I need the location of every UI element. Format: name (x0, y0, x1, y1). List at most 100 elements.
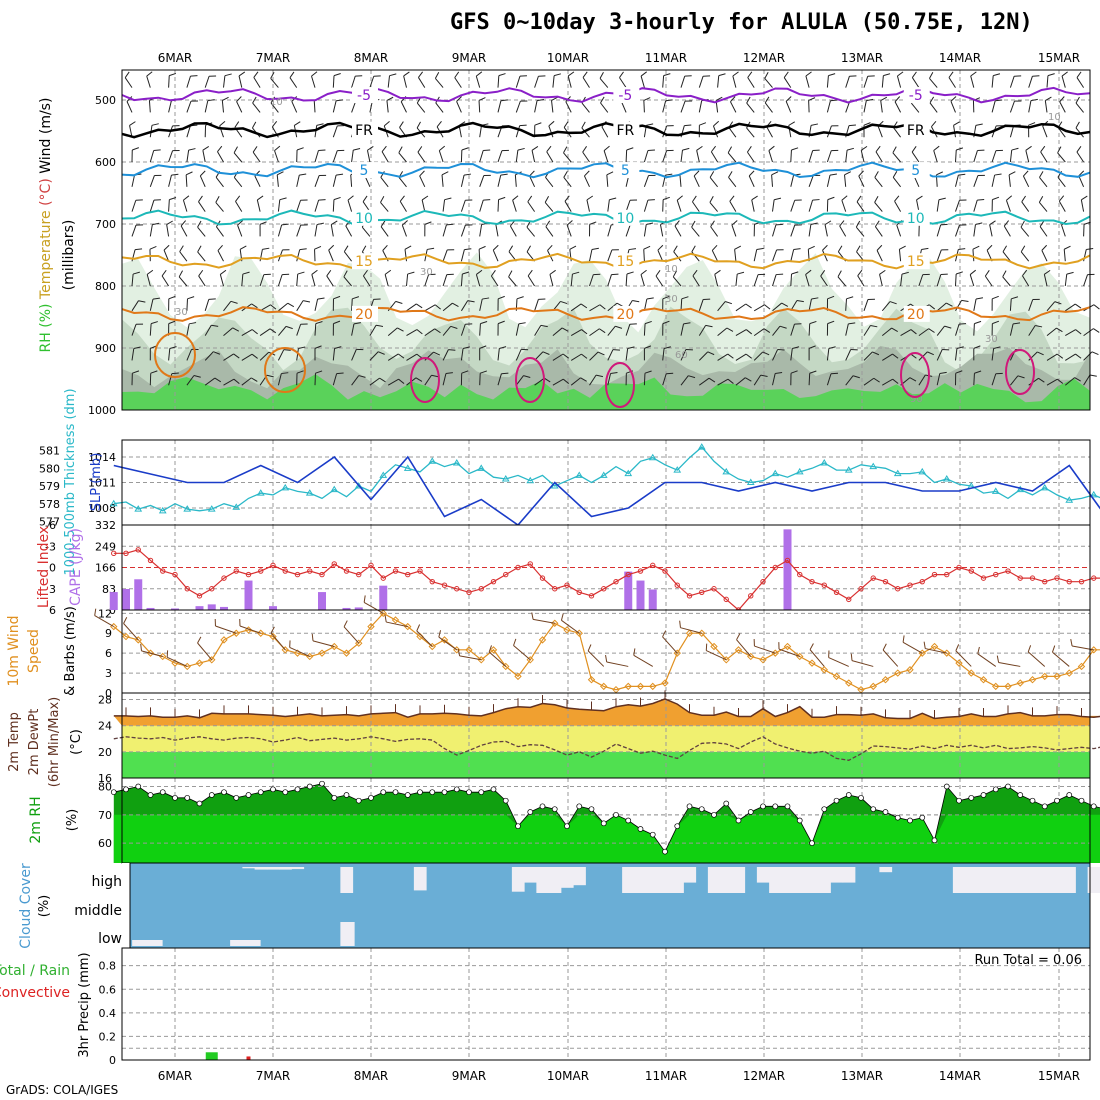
wind-barb (351, 150, 354, 163)
wind-barb (683, 322, 691, 325)
wind-barb (279, 197, 287, 201)
wind-barb (161, 275, 170, 287)
wind-barb (643, 175, 649, 187)
wind-barb (416, 102, 426, 113)
wind-barb (332, 150, 338, 163)
rh2m-point (772, 803, 779, 810)
wind-barb (826, 125, 832, 138)
wind-barb (845, 349, 852, 361)
wind-barb (1046, 353, 1058, 361)
rh2m-point (858, 794, 864, 801)
wind-speed-point (906, 666, 914, 674)
chart-title: GFS 0~10day 3-hourly for ALULA (50.75E, … (450, 10, 1033, 35)
wind-barb (896, 224, 902, 237)
wind-barb (662, 320, 670, 325)
rh2m-point (404, 792, 411, 798)
wind-barb (625, 348, 629, 361)
wind-barb (149, 323, 152, 336)
isotherm-label: -5 (618, 88, 632, 104)
wind-barb (296, 300, 304, 312)
thickness-point (109, 499, 118, 507)
wind-barb (863, 100, 867, 113)
wind-barb (709, 171, 715, 178)
wind-barb (563, 171, 568, 178)
wind-barb (911, 77, 920, 88)
wind-barb (909, 377, 917, 382)
rh-contour-label: 30 (985, 334, 998, 345)
wind-barb (482, 297, 490, 300)
wind-barb (94, 615, 114, 628)
wind-barb (561, 619, 580, 634)
axis-title-part: 2m DewPt (27, 709, 42, 776)
wind-barb (217, 151, 224, 163)
wind-barb (827, 320, 835, 325)
x-tick-label-bottom: 15MAR (1038, 1069, 1080, 1083)
wind-barb (464, 248, 472, 251)
wind-barb (207, 99, 215, 102)
wind-barb (570, 377, 581, 386)
rh2m-point (355, 797, 362, 804)
wind-barb (230, 300, 238, 304)
wind-barb (1009, 298, 1012, 311)
wind-barb (1046, 301, 1056, 312)
precip-ylabel-units: 3hr Precip (mm) (77, 952, 92, 1057)
wind-barb (1057, 152, 1066, 163)
lifted-index-point (319, 571, 325, 578)
wind-barb (232, 327, 240, 332)
wind-speed-point (440, 636, 449, 644)
cape-bar (379, 585, 388, 610)
wind-barb (751, 195, 758, 201)
lifted-index-point (160, 568, 166, 574)
wind-barb (271, 121, 278, 128)
wind-barb (584, 170, 590, 177)
rh2m-point (1005, 783, 1011, 790)
cloud-low-clear (230, 940, 249, 946)
rh2m-point (1017, 792, 1024, 798)
cape-bar (648, 589, 657, 610)
wind-barb (398, 353, 405, 359)
wind-barb (619, 71, 624, 78)
wind-barb (452, 302, 459, 308)
wind-barb (845, 76, 850, 88)
panel-border (121, 69, 1091, 411)
wind-barb (299, 248, 307, 251)
lifted-index-point (760, 578, 766, 585)
isotherm-label-bg (352, 121, 378, 138)
wind-speed-point (244, 626, 253, 634)
thickness-point (673, 466, 682, 473)
wind-barb (141, 650, 163, 657)
cloud-high-clear (1001, 867, 1015, 893)
wind-barb (991, 100, 996, 113)
lifted-index-point (980, 575, 987, 581)
wind-barb (238, 75, 243, 88)
wind-barb (366, 150, 371, 163)
wind-barb (955, 370, 963, 374)
wind-barb (992, 320, 1000, 325)
wind-barb (315, 321, 323, 325)
wind-barb (517, 147, 525, 151)
wind-barb (185, 174, 188, 187)
wind-barb (358, 375, 366, 378)
wind-barb (874, 202, 883, 212)
rh2m-point (894, 814, 901, 821)
wind-barb (211, 324, 219, 327)
wind-barb (680, 150, 683, 163)
cloud-high-clear (658, 867, 672, 893)
wind-barb (1065, 329, 1076, 337)
wind-barb (454, 77, 462, 88)
wind-barb (501, 372, 509, 375)
wind-barb (285, 325, 293, 330)
rh2m-point (331, 794, 338, 801)
wind-barb (845, 298, 847, 311)
wind-barb (993, 346, 1001, 349)
isotherm-label: 5 (911, 163, 920, 179)
wind-barb (894, 195, 900, 202)
wind-barb (377, 351, 385, 355)
wind-barb (336, 173, 344, 176)
wind-barb (291, 101, 298, 113)
wind-barb (460, 224, 466, 237)
wind-barb (768, 150, 773, 163)
wind-speed-point (869, 682, 877, 691)
wind-barb (1093, 328, 1100, 333)
wind-barb (870, 324, 878, 328)
